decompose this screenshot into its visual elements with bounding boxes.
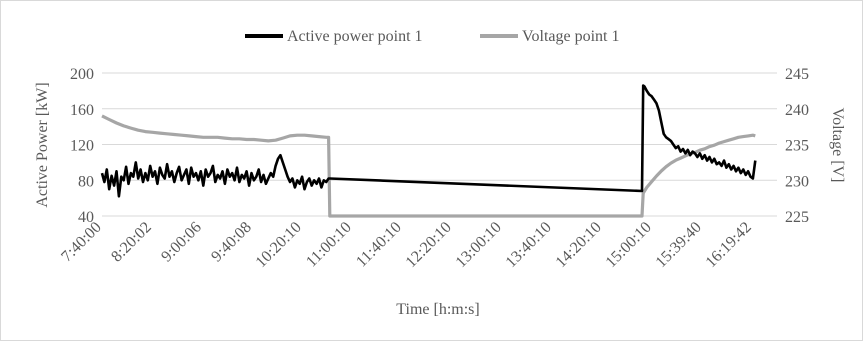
series-line-active-power — [100, 84, 757, 198]
x-tick-7: 12:20:10 — [403, 219, 455, 271]
y-tick-right-0: 225 — [785, 209, 809, 226]
x-tick-13: 16:19:42 — [703, 219, 755, 271]
gridlines — [102, 72, 777, 217]
legend-label-voltage: Voltage point 1 — [522, 28, 619, 45]
y-axis-title-left: Active Power [kW] — [34, 82, 51, 207]
series-layer — [100, 84, 757, 218]
y-tick-right-1: 230 — [785, 173, 809, 190]
y-tick-right-3: 240 — [785, 102, 809, 119]
x-tick-9: 13:40:10 — [503, 219, 555, 271]
x-axis-ticks: 7:40:00 8:20:02 9:00:06 9:40:0810:20:1011:0… — [58, 219, 755, 271]
left-axis-ticks: 40 80 120 160 200 — [70, 66, 94, 226]
y-tick-left-1: 80 — [78, 173, 94, 190]
x-tick-10: 14:20:10 — [553, 219, 605, 271]
right-axis-ticks: 225 230 235 240 245 — [785, 66, 809, 226]
x-tick-3: 9:40:08 — [208, 219, 255, 266]
y-tick-left-3: 160 — [70, 102, 94, 119]
y-tick-right-2: 235 — [785, 138, 809, 155]
x-tick-5: 11:00:10 — [303, 219, 355, 271]
x-axis-title: Time [h:m:s] — [396, 301, 479, 318]
x-tick-1: 8:20:02 — [108, 219, 155, 266]
legend: Active power point 1 Voltage point 1 — [245, 28, 619, 45]
series-line-voltage — [101, 114, 756, 218]
y-tick-right-4: 245 — [785, 66, 809, 83]
y-tick-left-4: 200 — [70, 66, 94, 83]
legend-label-active-power: Active power point 1 — [287, 28, 423, 45]
x-tick-8: 13:00:10 — [453, 219, 505, 271]
x-tick-12: 15:39:40 — [653, 219, 705, 271]
x-tick-4: 10:20:10 — [253, 219, 305, 271]
y-tick-left-2: 120 — [70, 138, 94, 155]
y-axis-title-right: Voltage [V] — [829, 108, 846, 183]
x-tick-6: 11:40:10 — [353, 219, 405, 271]
y-tick-left-0: 40 — [78, 209, 94, 226]
x-tick-2: 9:00:06 — [158, 219, 205, 266]
x-tick-11: 15:00:10 — [603, 219, 655, 271]
